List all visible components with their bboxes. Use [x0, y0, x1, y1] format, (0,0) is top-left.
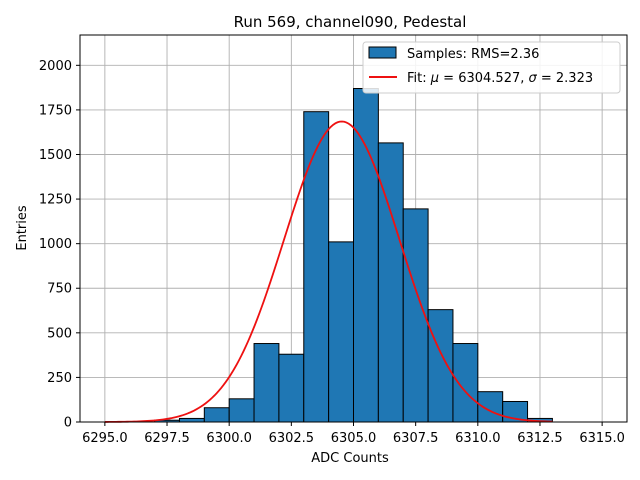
- histogram-bar: [228, 398, 255, 423]
- legend-fit-mu-symbol: μ: [430, 71, 439, 86]
- histogram-bar: [427, 309, 454, 423]
- y-tick-label: 2000: [39, 59, 72, 74]
- legend-fit-sigma-symbol: σ: [529, 71, 538, 86]
- histogram-bar: [353, 88, 379, 423]
- histogram-bar: [402, 208, 429, 423]
- x-tick-label: 6305.0: [331, 431, 377, 446]
- legend-label-samples: Samples: RMS=2.36: [407, 47, 539, 62]
- x-tick-label: 6315.0: [579, 431, 625, 446]
- y-axis-label: Entries: [15, 205, 30, 251]
- histogram-bar: [328, 241, 354, 423]
- y-tick-label: 1000: [39, 237, 72, 252]
- legend-fit-sigma-value: = 2.323: [537, 71, 593, 86]
- legend-fit-mu-value: = 6304.527,: [439, 71, 528, 86]
- y-tick-label: 0: [64, 416, 72, 431]
- fit-curve-group: [104, 120, 553, 423]
- fit-curve: [104, 120, 553, 423]
- y-tick-label: 750: [47, 282, 72, 297]
- histogram-bar: [452, 343, 479, 423]
- x-tick-label: 6302.5: [269, 431, 315, 446]
- x-tick-label: 6307.5: [393, 431, 439, 446]
- x-axis-label: ADC Counts: [311, 451, 389, 466]
- y-tick-label: 1500: [39, 148, 72, 163]
- legend-fit-prefix: Fit:: [407, 71, 431, 86]
- x-tick-label: 6310.0: [455, 431, 501, 446]
- x-tick-label: 6300.0: [206, 431, 252, 446]
- histogram-bar: [253, 343, 280, 423]
- y-tick-label: 250: [47, 371, 72, 386]
- legend: Samples: RMS=2.36 Fit: μ = 6304.527, σ =…: [362, 41, 621, 94]
- y-axis-ticks: 0 250 500 750 1000 1250 1500 1750 2000: [39, 59, 80, 431]
- x-tick-label: 6295.0: [82, 431, 128, 446]
- chart-title: Run 569, channel090, Pedestal: [234, 13, 467, 31]
- y-tick-label: 1750: [39, 103, 72, 118]
- legend-box: [362, 41, 621, 94]
- x-axis-ticks: 6295.0 6297.5 6300.0 6302.5 6305.0 6307.5 6310…: [82, 422, 625, 446]
- y-tick-label: 1250: [39, 193, 72, 208]
- histogram-bar: [303, 111, 330, 423]
- legend-swatch-samples: [368, 46, 397, 59]
- x-tick-label: 6312.5: [517, 431, 563, 446]
- histogram-bar: [203, 407, 230, 423]
- legend-label-fit: Fit: μ = 6304.527, σ = 2.323: [407, 71, 593, 86]
- histogram-bar: [278, 353, 305, 423]
- histogram-bar: [178, 417, 205, 423]
- y-tick-label: 500: [47, 326, 72, 341]
- x-tick-label: 6297.5: [144, 431, 190, 446]
- histogram-bars: [154, 88, 553, 423]
